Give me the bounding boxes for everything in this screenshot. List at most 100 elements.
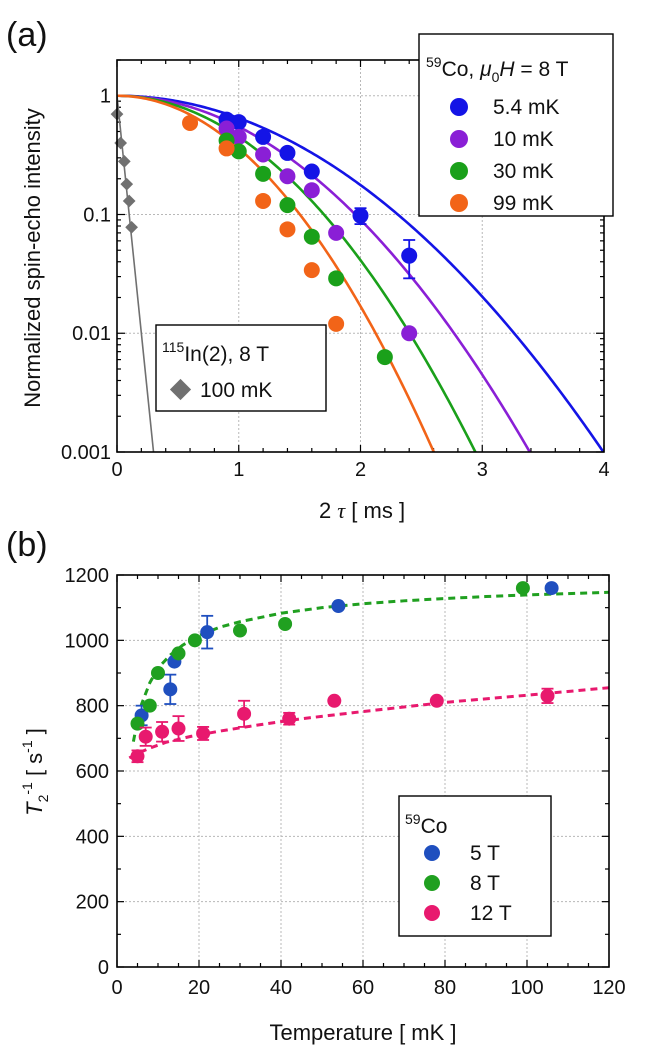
data-point-8-T <box>515 581 530 596</box>
legend-marker-5-T <box>424 845 440 861</box>
inset-isotope-label: In(2), 8 T <box>184 343 269 366</box>
data-point <box>352 207 369 224</box>
panel-a-legend: 59Co, μ0H = 8 T 5.4 mK 10 mK 30 mK 99 mK <box>418 33 614 217</box>
panel-a-label: (a) <box>6 16 48 54</box>
y-tick-label: 0.01 <box>72 323 111 345</box>
legend-label-5-T: 5 T <box>470 842 500 865</box>
y-tick-label: 1200 <box>65 565 110 587</box>
panel-b-label: (b) <box>6 526 48 564</box>
y-tick-label: 800 <box>76 696 109 718</box>
data-point-5-T <box>200 625 215 640</box>
x-tick-label: 100 <box>510 977 543 999</box>
fit-curve-5.4-mK <box>117 94 604 452</box>
x-tick-label: 60 <box>352 977 374 999</box>
t-subscript: 2 <box>35 794 51 802</box>
legend-label-10-mK: 10 mK <box>493 128 554 151</box>
data-point <box>328 270 345 287</box>
x-tick-label: 20 <box>188 977 210 999</box>
data-point <box>279 168 296 185</box>
y-tick-label: 0 <box>98 957 109 979</box>
data-point <box>230 143 247 160</box>
data-point <box>218 140 235 157</box>
y-tick-label: 1000 <box>65 630 110 652</box>
y-unit: [ s <box>22 753 47 782</box>
fit-curve-12-T <box>128 686 610 760</box>
panel-a-plot-frame <box>116 59 605 453</box>
panel-a-y-axis-title: Normalized spin-echo intensity <box>20 108 45 408</box>
b-element-symbol: Co <box>421 815 448 838</box>
data-point-12-T <box>429 693 444 708</box>
legend-marker-30-mK <box>450 162 468 180</box>
legend-marker-10-mK <box>450 130 468 148</box>
data-point <box>279 221 296 238</box>
data-point <box>401 247 418 264</box>
y-tick-label: 600 <box>76 761 109 783</box>
data-point-12-T <box>327 693 342 708</box>
x-tick-label: 0 <box>111 459 122 481</box>
data-point-5-T <box>331 599 346 614</box>
data-point-5-T <box>163 682 178 697</box>
data-point-diamond <box>125 220 138 234</box>
data-point <box>218 120 235 137</box>
x-tick-label: 120 <box>592 977 625 999</box>
t-symbol: T <box>22 801 47 816</box>
data-point-8-T <box>187 633 202 648</box>
y-tick-label: 0.1 <box>83 204 111 226</box>
panel-b-data-points <box>130 581 559 764</box>
x-tick-label: 0 <box>111 977 122 999</box>
data-point <box>230 128 247 145</box>
x-title-unit: [ ms ] <box>345 498 405 523</box>
data-point-12-T <box>196 726 211 741</box>
data-point <box>255 146 272 163</box>
y-tick-label: 400 <box>76 826 109 848</box>
panel-b-x-axis-title: Temperature [ mK ] <box>269 1020 456 1045</box>
element-symbol: Co, <box>442 58 481 81</box>
panel-b-y-axis-title: T2-1 [ s-1 ] <box>19 728 51 816</box>
data-point-diamond <box>120 177 134 191</box>
panel-b-legend-header: 59Co <box>405 811 447 838</box>
x-tick-label: 1 <box>233 459 244 481</box>
panel-a-legend-header: 59Co, μ0H = 8 T <box>426 54 569 85</box>
y-unit-superscript: -1 <box>19 740 35 753</box>
data-point-8-T <box>233 623 247 638</box>
panel-a-data-points <box>110 107 418 366</box>
tau-symbol: τ <box>337 498 346 523</box>
legend-marker-8-T <box>424 875 440 891</box>
data-point <box>303 163 320 180</box>
data-point <box>279 197 296 214</box>
fit-curve-8-T <box>131 590 610 742</box>
x-tick-label: 4 <box>598 459 609 481</box>
y-tick-label: 1 <box>100 86 111 108</box>
data-point <box>303 182 320 199</box>
data-point <box>328 315 345 332</box>
y-tick-label: 200 <box>76 892 109 914</box>
y-unit-close: ] <box>22 728 47 740</box>
legend-marker-5.4-mK <box>450 98 468 116</box>
inset-legend-entry-label: 100 mK <box>200 379 272 402</box>
b-isotope-mass: 59 <box>405 811 421 827</box>
data-point-5-T <box>544 581 559 596</box>
data-point-12-T <box>138 729 153 744</box>
data-point-diamond <box>114 136 128 150</box>
legend-marker-12-T <box>424 905 440 921</box>
legend-label-12-T: 12 T <box>470 902 512 925</box>
data-point-12-T <box>171 721 186 736</box>
fit-line-indium <box>117 95 155 452</box>
panel-a-tick-labels: 0 1 2 3 4 0.001 0.01 0.1 1 <box>61 86 610 481</box>
data-point <box>182 114 199 131</box>
data-point <box>279 144 296 161</box>
data-point-12-T <box>155 724 170 739</box>
panel-a-legend-box <box>418 33 614 217</box>
legend-label-30-mK: 30 mK <box>493 160 554 183</box>
legend-marker-99-mK <box>450 194 468 212</box>
panel-a-legend-entries: 5.4 mK 10 mK 30 mK 99 mK <box>450 96 560 215</box>
data-point <box>255 165 272 182</box>
data-point <box>401 325 418 342</box>
x-tick-label: 3 <box>477 459 488 481</box>
panel-b-legend-entries: 5 T 8 T 12 T <box>424 842 512 925</box>
data-point-12-T <box>540 688 555 703</box>
x-title-prefix: 2 <box>319 498 337 523</box>
fit-curve-99-mK <box>117 94 436 452</box>
